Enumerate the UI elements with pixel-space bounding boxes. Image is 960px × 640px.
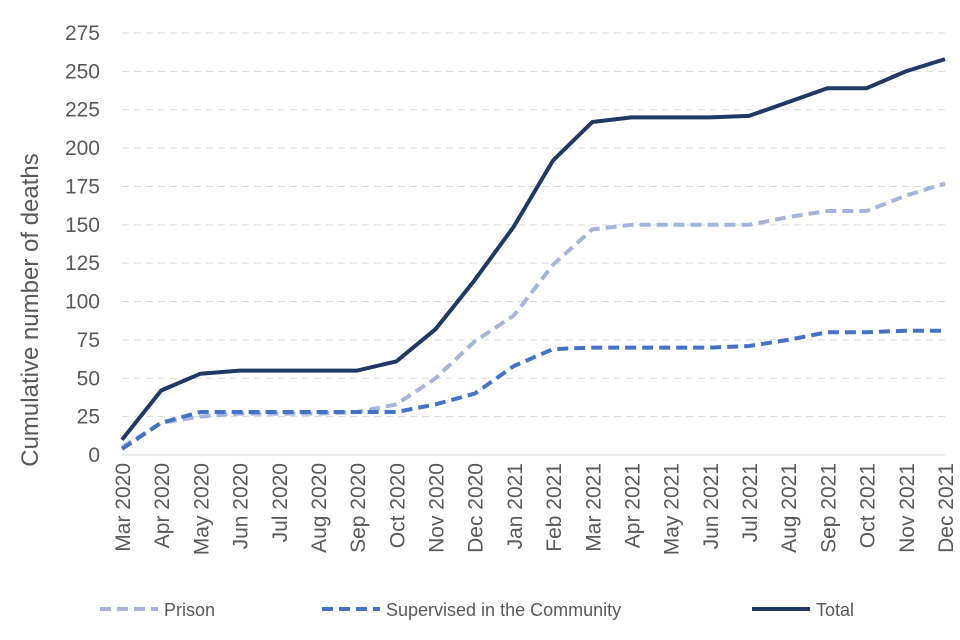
y-tick-label: 25 [77, 406, 100, 429]
series-line-prison [120, 181, 946, 449]
x-tick-label: Sep 2020 [347, 463, 370, 553]
y-axis-label: Cumulative number of deaths [17, 153, 44, 467]
series-line-total [120, 57, 946, 441]
x-tick-label: May 2021 [661, 463, 684, 555]
legend-label: Total [816, 600, 854, 620]
x-tick-label: Dec 2020 [465, 463, 488, 553]
x-tick-label: Jan 2021 [504, 463, 527, 549]
x-tick-label: Sep 2021 [817, 463, 840, 553]
x-tick-label: Dec 2021 [935, 463, 958, 553]
x-tick-label: Feb 2021 [543, 463, 566, 552]
y-tick-label: 0 [88, 444, 100, 467]
x-tick-label: Apr 2020 [151, 463, 174, 548]
x-tick-label: Jul 2021 [739, 463, 762, 542]
y-axis: 0 25 50 75 100 125 150 175 200 225 250 275 [65, 22, 100, 467]
x-tick-label: Mar 2020 [112, 463, 135, 552]
x-tick-label: Apr 2021 [621, 463, 644, 548]
y-tick-label: 225 [65, 99, 100, 122]
x-tick-label: Aug 2020 [308, 463, 331, 553]
y-tick-label: 50 [77, 367, 100, 390]
series-lines [120, 57, 946, 451]
x-tick-label: Jun 2021 [700, 463, 723, 549]
x-axis: Mar 2020 Apr 2020 May 2020 Jun 2020 Jul 2020… [112, 463, 958, 555]
y-tick-label: 175 [65, 175, 100, 198]
series-line-supervised-in-the-community [120, 328, 945, 451]
y-tick-label: 200 [65, 137, 100, 160]
x-tick-label: Oct 2020 [386, 463, 409, 548]
gridlines [122, 32, 945, 418]
y-tick-label: 250 [65, 60, 100, 83]
y-tick-label: 275 [65, 22, 100, 45]
x-tick-label: Aug 2021 [778, 463, 801, 553]
x-tick-label: May 2020 [190, 463, 213, 555]
x-tick-label: Jun 2020 [230, 463, 253, 549]
y-tick-label: 75 [77, 329, 100, 352]
x-tick-label: Nov 2020 [426, 463, 449, 553]
legend-label: Supervised in the Community [386, 600, 621, 620]
legend-label: Prison [164, 600, 215, 620]
y-tick-label: 150 [65, 214, 100, 237]
x-tick-label: Mar 2021 [582, 463, 605, 552]
x-tick-label: Nov 2021 [896, 463, 919, 553]
x-tick-label: Oct 2021 [857, 463, 880, 548]
legend: Prison Supervised in the Community Total [100, 600, 854, 620]
y-tick-label: 125 [65, 252, 100, 275]
x-tick-label: Jul 2020 [269, 463, 292, 542]
y-tick-label: 100 [65, 291, 100, 314]
